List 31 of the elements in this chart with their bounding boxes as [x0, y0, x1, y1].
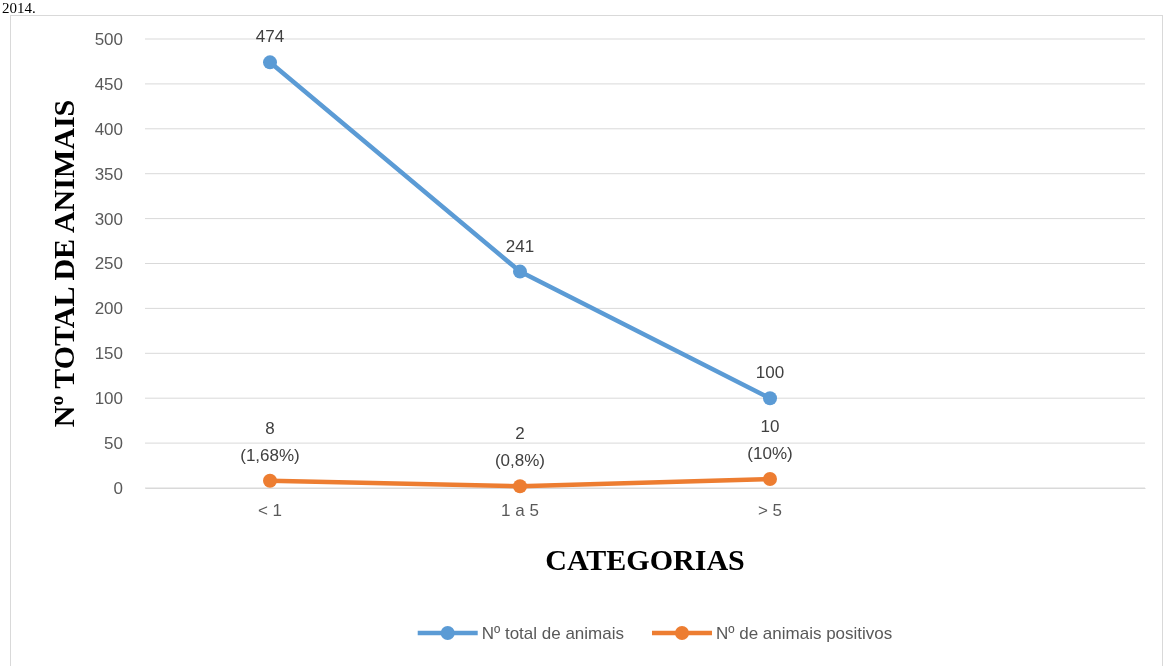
text: 2014.	[2, 0, 36, 16]
y-tick-label: 300	[94, 209, 123, 229]
y-tick-label: 0	[113, 478, 123, 498]
y-axis-title: Nº TOTAL DE ANIMAIS	[47, 99, 80, 428]
point	[513, 264, 527, 279]
y-tick-label: 500	[94, 29, 123, 49]
x-tick-label: > 5	[757, 501, 783, 521]
x-tick-label: < 1	[257, 501, 283, 521]
y-tick-label: 100	[94, 389, 123, 409]
legend-label: Nº total de animais	[481, 624, 624, 643]
data-label: 100	[755, 363, 785, 383]
y-tick-label: 350	[94, 164, 123, 184]
point	[513, 479, 527, 494]
y-tick-label: 450	[94, 74, 123, 94]
x-axis-title: CATEGORIAS	[545, 543, 745, 576]
y-tick-label: 200	[94, 299, 123, 319]
data-label: 241	[505, 236, 535, 256]
y-tick-label: 400	[94, 119, 123, 139]
data-label: 10 (10%)	[747, 417, 793, 464]
data-label: 8 (1,68%)	[240, 418, 300, 465]
y-tick-label: 250	[94, 254, 123, 274]
point	[263, 55, 277, 70]
point	[763, 472, 777, 487]
data-label: 474	[255, 27, 285, 47]
legend-label: Nº de animais positivos	[715, 624, 893, 643]
y-tick-label: 50	[104, 434, 123, 454]
x-tick-label: 1 a 5	[501, 501, 539, 521]
point	[263, 473, 277, 488]
point	[763, 391, 777, 406]
data-label: 2 (0,8%)	[494, 424, 546, 471]
y-tick-label: 150	[94, 344, 123, 364]
